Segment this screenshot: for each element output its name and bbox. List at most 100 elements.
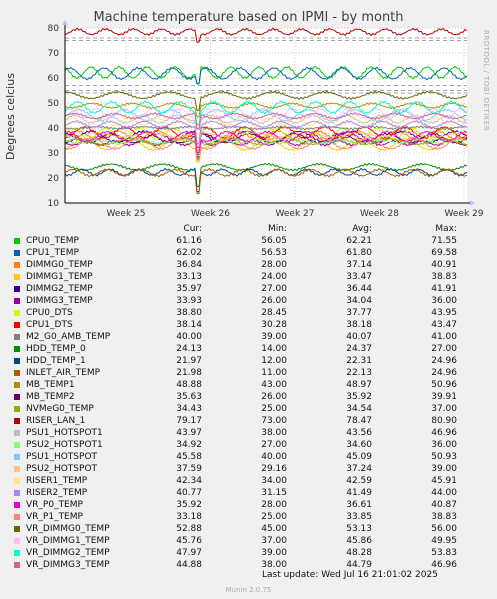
legend-cur-value: 43.97 <box>176 428 202 438</box>
legend-swatch <box>14 442 20 448</box>
legend-avg-value: 48.97 <box>346 380 372 390</box>
legend-item: PSU1_HOTSPOT 45.58 40.00 45.09 50.93 <box>12 451 497 463</box>
legend-cur-value: 24.13 <box>176 344 202 354</box>
series-line <box>64 137 468 160</box>
series-line <box>64 131 468 151</box>
legend-avg-value: 24.37 <box>346 344 372 354</box>
legend-avg-value: 53.13 <box>346 524 372 534</box>
legend-series-name: MB_TEMP1 <box>26 380 75 390</box>
chart-title: Machine temperature based on IPMI - by m… <box>93 10 404 25</box>
legend-avg-value: 40.07 <box>346 332 372 342</box>
legend-cur-value: 44.88 <box>176 560 202 570</box>
last-update: Last update: Wed Jul 16 21:01:02 2025 <box>262 570 438 580</box>
legend-item: PSU2_HOTSPOT1 34.92 27.00 34.60 36.00 <box>12 439 497 451</box>
legend-item: DIMMG1_TEMP 33.13 24.00 33.47 38.83 <box>12 271 497 283</box>
legend-min-value: 73.00 <box>261 416 287 426</box>
legend-item: CPU1_DTS 38.14 30.28 38.18 43.47 <box>12 319 497 331</box>
legend-min-value: 26.00 <box>261 392 287 402</box>
legend-max-value: 56.00 <box>431 524 457 534</box>
warning-lines <box>65 37 467 94</box>
legend-swatch <box>14 526 20 532</box>
series-line <box>64 125 468 131</box>
legend-swatch <box>14 346 20 352</box>
legend-swatch <box>14 538 20 544</box>
legend-header: Cur: Min: Avg: Max: <box>12 223 497 235</box>
legend-series-name: CPU0_TEMP <box>26 236 79 246</box>
x-tick-label: Week 29 <box>445 209 484 219</box>
series-line <box>64 136 468 161</box>
legend-max-value: 69.58 <box>431 248 457 258</box>
legend-max-value: 50.96 <box>431 380 457 390</box>
legend-swatch <box>14 322 20 328</box>
legend-series-name: DIMMG2_TEMP <box>26 284 93 294</box>
legend-min-value: 14.00 <box>261 344 287 354</box>
legend-min-value: 12.00 <box>261 356 287 366</box>
legend-item: RISER1_TEMP 42.34 34.00 42.59 45.91 <box>12 475 497 487</box>
legend-series-name: INLET_AIR_TEMP <box>26 368 101 378</box>
legend-item: VR_DIMMG2_TEMP 47.97 39.00 48.28 53.83 <box>12 547 497 559</box>
legend-avg-value: 35.92 <box>346 392 372 402</box>
legend-avg-value: 22.31 <box>346 356 372 366</box>
legend-swatch <box>14 562 20 568</box>
legend-avg-value: 34.04 <box>346 296 372 306</box>
y-tick-label: 10 <box>48 199 60 209</box>
legend-avg-value: 44.79 <box>346 560 372 570</box>
legend-cur-value: 34.43 <box>176 404 202 414</box>
legend-swatch <box>14 454 20 460</box>
legend-rows: CPU0_TEMP 61.16 56.05 62.21 71.55 CPU1_TEMP 62… <box>12 235 497 571</box>
legend-min-value: 56.53 <box>261 248 287 258</box>
legend-swatch <box>14 502 20 508</box>
legend-swatch <box>14 466 20 472</box>
munin-version: Munin 2.0.75 <box>225 586 272 594</box>
legend-max-value: 71.55 <box>431 236 457 246</box>
legend-max-value: 45.91 <box>431 476 457 486</box>
series-line <box>64 108 468 126</box>
legend-item: DIMMG0_TEMP 36.84 28.00 37.14 40.91 <box>12 259 497 271</box>
legend-max-value: 38.83 <box>431 512 457 522</box>
legend-series-name: RISER1_TEMP <box>26 476 88 486</box>
legend-max-value: 27.00 <box>431 344 457 354</box>
series-line <box>64 107 468 131</box>
legend-series-name: RISER2_TEMP <box>26 488 88 498</box>
legend-series-name: PSU2_HOTSPOT <box>26 464 98 474</box>
legend-min-value: 43.00 <box>261 380 287 390</box>
legend-avg-value: 37.14 <box>346 260 372 270</box>
legend-swatch <box>14 310 20 316</box>
legend-avg-value: 37.24 <box>346 464 372 474</box>
legend-max-value: 43.95 <box>431 308 457 318</box>
y-axis-arrow <box>62 20 68 25</box>
legend-avg-value: 37.77 <box>346 308 372 318</box>
legend-avg-value: 33.47 <box>346 272 372 282</box>
legend-cur-value: 37.59 <box>176 464 202 474</box>
series-line <box>64 112 468 130</box>
legend-series-name: CPU1_TEMP <box>26 248 79 258</box>
legend-item: INLET_AIR_TEMP 21.98 11.00 22.13 24.96 <box>12 367 497 379</box>
series-line <box>64 162 468 187</box>
legend-avg-value: 36.44 <box>346 284 372 294</box>
series-line <box>64 167 468 193</box>
legend-cur-value: 42.34 <box>176 476 202 486</box>
legend-cur-value: 35.97 <box>176 284 202 294</box>
legend-series-name: VR_DIMMG2_TEMP <box>26 548 110 558</box>
legend-max-value: 50.93 <box>431 452 457 462</box>
legend-max-value: 41.00 <box>431 332 457 342</box>
y-tick-label: 40 <box>48 124 60 134</box>
legend-item: CPU0_TEMP 61.16 56.05 62.21 71.55 <box>12 235 497 247</box>
legend-min-value: 31.15 <box>261 488 287 498</box>
legend-cur-value: 33.93 <box>176 296 202 306</box>
legend-item: VR_DIMMG3_TEMP 44.88 38.00 44.79 46.96 <box>12 559 497 571</box>
legend-series-name: NVMeG0_TEMP <box>26 404 94 414</box>
legend-swatch <box>14 406 20 412</box>
legend-cur-value: 48.88 <box>176 380 202 390</box>
legend-cur-value: 33.13 <box>176 272 202 282</box>
legend-min-value: 45.00 <box>261 524 287 534</box>
legend-item: CPU1_TEMP 62.02 56.53 61.80 69.58 <box>12 247 497 259</box>
legend-item: MB_TEMP2 35.63 26.00 35.92 39.91 <box>12 391 497 403</box>
legend-cur-value: 38.14 <box>176 320 202 330</box>
legend-item: M2_G0_AMB_TEMP 40.00 39.00 40.07 41.00 <box>12 331 497 343</box>
legend-max-value: 24.96 <box>431 368 457 378</box>
legend-max-value: 80.90 <box>431 416 457 426</box>
series-line <box>64 101 468 118</box>
legend-cur-value: 40.00 <box>176 332 202 342</box>
